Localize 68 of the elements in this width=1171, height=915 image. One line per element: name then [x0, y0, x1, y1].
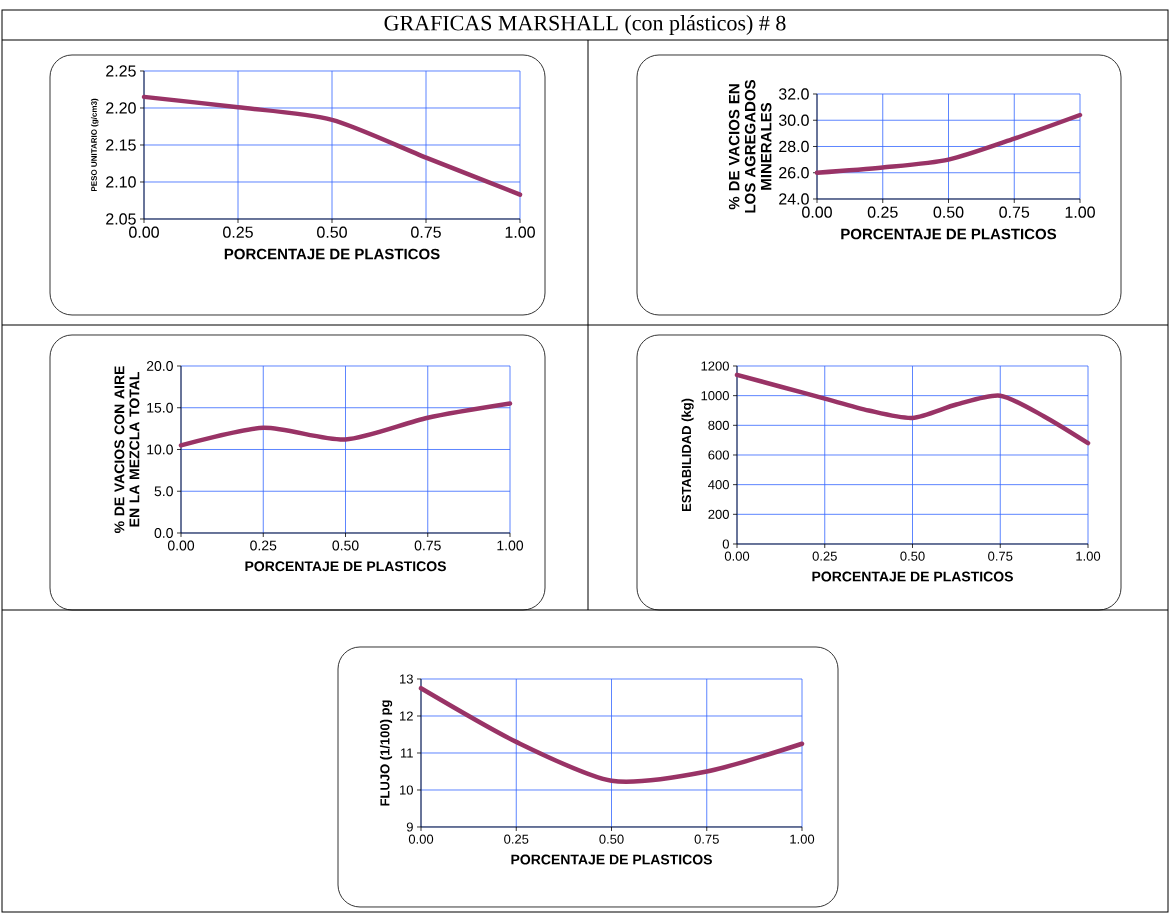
line-series [418, 685, 805, 784]
y-tick-label: 1200 [701, 361, 729, 371]
y-tick-label: 2.15 [106, 139, 136, 151]
y-tick-label: 10.0 [147, 444, 173, 455]
x-axis-title: PORCENTAJE DE PLASTICOS [511, 854, 712, 865]
x-tick-label: 1.00 [790, 834, 815, 844]
y-tick-label: 0 [722, 539, 729, 549]
y-tick-label: 26.0 [779, 167, 809, 179]
x-tick-label: 1.00 [1065, 206, 1095, 218]
x-tick-label: 0.25 [504, 834, 529, 844]
line-series [734, 372, 1091, 446]
x-tick-label: 0.00 [129, 226, 159, 238]
line-series [141, 94, 523, 197]
y-tick-label: 15.0 [147, 402, 173, 413]
x-tick-label: 0.25 [250, 540, 277, 551]
y-tick-label: 1000 [701, 391, 729, 401]
y-axis-title: % DE VACIOS CON AIRE EN LA MEZCLA TOTAL [114, 366, 140, 534]
y-tick-label: 2.20 [106, 102, 136, 114]
x-tick-label: 0.25 [223, 226, 253, 238]
x-tick-label: 1.00 [497, 540, 524, 551]
x-tick-label: 0.25 [867, 206, 898, 218]
y-tick-label: 800 [708, 420, 729, 430]
y-tick-label: 11 [400, 748, 413, 758]
x-tick-label: 0.25 [812, 551, 837, 561]
y-tick-label: 24.0 [779, 193, 809, 205]
y-axis-title: FLUJO (1/100) pg [379, 700, 393, 806]
y-tick-label: 200 [708, 509, 729, 519]
y-tick-label: 9 [406, 822, 413, 832]
y-tick-label: 10 [400, 785, 413, 795]
y-tick-label: 20.0 [146, 361, 173, 371]
line-series [178, 401, 513, 448]
x-tick-label: 0.50 [900, 551, 925, 561]
x-tick-label: 0.75 [411, 226, 441, 238]
x-tick-label: 0.75 [988, 551, 1013, 561]
text: GRAFICAS MARSHALL (con plásticos) # 8 [384, 14, 786, 35]
x-tick-label: 0.00 [167, 540, 195, 551]
x-tick-label: 1.00 [505, 226, 535, 238]
y-tick-label: 12 [400, 711, 413, 721]
y-tick-label: 5.0 [154, 486, 173, 497]
x-tick-label: 0.00 [802, 206, 832, 218]
x-tick-label: 0.75 [414, 540, 441, 551]
y-tick-label: 28.0 [779, 140, 809, 153]
x-tick-label: 0.50 [317, 226, 347, 238]
x-tick-label: 0.50 [332, 540, 359, 551]
y-tick-label: 2.10 [106, 176, 136, 188]
y-tick-label: 30.0 [778, 114, 809, 126]
x-tick-label: 0.50 [599, 834, 624, 844]
x-axis-title: PORCENTAJE DE PLASTICOS [245, 561, 446, 572]
x-tick-label: 1.00 [1076, 551, 1101, 561]
x-axis-title: PORCENTAJE DE PLASTICOS [841, 228, 1057, 240]
y-tick-label: 0.0 [154, 528, 173, 538]
y-axis-title: % DE VACIOS EN LOS AGREGADOS MINERALES [728, 80, 772, 213]
y-axis-title: ESTABILIDAD (kg) [681, 398, 694, 512]
y-tick-label: 400 [708, 480, 729, 490]
x-axis-title: PORCENTAJE DE PLASTICOS [224, 248, 440, 260]
line-series [814, 112, 1083, 175]
y-axis-title: PESO UNITARIO (g/cm3) [90, 98, 99, 192]
x-tick-label: 0.50 [933, 206, 964, 218]
x-tick-label: 0.00 [408, 834, 434, 844]
y-tick-label: 2.05 [106, 213, 136, 225]
x-tick-label: 0.75 [694, 834, 719, 844]
y-tick-label: 32.0 [778, 88, 809, 100]
y-tick-label: 13 [400, 674, 413, 684]
x-tick-label: 0.00 [724, 551, 750, 561]
y-tick-label: 600 [708, 450, 729, 460]
x-tick-label: 0.75 [999, 206, 1030, 218]
y-tick-label: 2.25 [106, 65, 136, 77]
x-axis-title: PORCENTAJE DE PLASTICOS [812, 571, 1013, 582]
